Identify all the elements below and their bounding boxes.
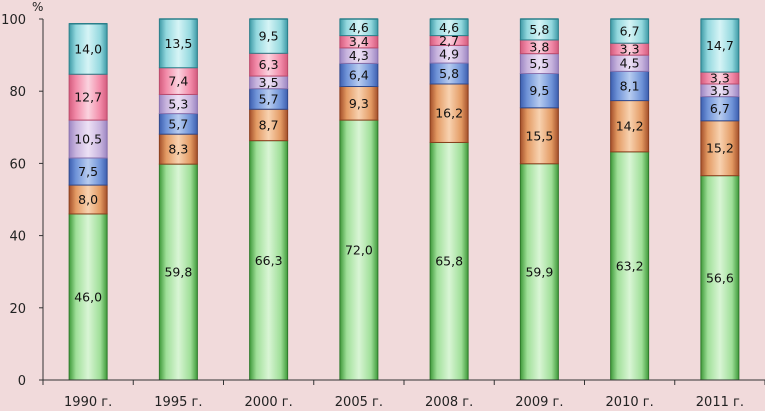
value-label: 4,5 (620, 56, 640, 71)
bar-segment (68, 119, 108, 159)
bar-segment (519, 163, 559, 381)
value-label: 5,3 (168, 97, 188, 112)
value-label: 12,7 (74, 90, 102, 105)
value-label: 46,0 (74, 289, 102, 304)
value-label: 16,2 (435, 106, 463, 121)
bar-segment (249, 18, 289, 54)
value-label: 9,5 (529, 83, 549, 98)
x-tick-label: 2008 г. (425, 395, 473, 410)
bar-segment (68, 213, 108, 381)
bar-segment (429, 141, 469, 381)
value-label: 15,5 (525, 128, 553, 143)
value-label: 8,3 (168, 142, 188, 157)
x-tick-label: 2011 г. (696, 395, 744, 410)
value-label: 5,7 (259, 91, 279, 106)
value-label: 72,0 (345, 243, 373, 258)
value-label: 7,5 (78, 164, 98, 179)
value-label: 4,9 (439, 47, 459, 62)
bar-segment (700, 175, 740, 381)
x-tick-label: 2010 г. (606, 395, 654, 410)
y-tick-label: 20 (9, 302, 26, 317)
value-label: 59,9 (525, 264, 553, 279)
value-label: 8,0 (78, 192, 98, 207)
bar-segment (68, 73, 108, 121)
value-labels-group: 46,0 8,0 7,5 10,5 12,7 14,0 59,8 8,3 5,7 5,3 7,4 13… (74, 20, 734, 305)
y-tick-label: 0 (18, 374, 26, 389)
bar-segment (158, 133, 198, 165)
axes-group: 1990 г. 1995 г. 2000 г. 2005 г. 2008 г. 2009 … (1, 13, 765, 410)
value-label: 6,7 (710, 101, 730, 116)
value-label: 8,7 (259, 117, 279, 132)
y-axis-unit-label: % (32, 0, 43, 14)
x-tick-label: 1995 г. (154, 395, 202, 410)
value-label: 15,2 (706, 141, 734, 156)
x-tick-label: 2005 г. (335, 395, 383, 410)
bar-segment (158, 67, 198, 95)
value-label: 14,2 (616, 119, 644, 134)
value-label: 8,1 (620, 78, 640, 93)
x-tick-label: 2009 г. (515, 395, 563, 410)
value-label: 10,5 (74, 132, 102, 147)
bar-segment (610, 70, 650, 102)
value-label: 7,4 (168, 74, 188, 89)
value-label: 5,7 (168, 116, 188, 131)
value-label: 13,5 (164, 36, 192, 51)
value-label: 59,8 (164, 265, 192, 280)
bar-segment (429, 83, 469, 143)
value-label: 9,3 (349, 96, 369, 111)
bar-segment (68, 184, 108, 215)
value-label: 6,4 (349, 67, 369, 82)
value-label: 3,5 (710, 83, 730, 98)
value-label: 4,3 (349, 48, 369, 63)
bar-segment (339, 86, 379, 121)
value-label: 66,3 (255, 253, 283, 268)
bar-segment (519, 107, 559, 165)
y-tick-label: 60 (9, 157, 26, 172)
value-label: 4,6 (439, 20, 459, 35)
bar-segment (339, 119, 379, 381)
value-label: 3,3 (620, 42, 640, 57)
bar-segment (610, 100, 650, 153)
value-label: 5,5 (529, 56, 549, 71)
value-label: 3,8 (529, 39, 549, 54)
y-tick-label: 100 (1, 13, 26, 28)
bar-segment (249, 108, 289, 142)
value-label: 3,3 (710, 71, 730, 86)
value-label: 56,6 (706, 270, 734, 285)
bar-segment (700, 120, 740, 177)
value-label: 5,8 (439, 66, 459, 81)
value-label: 14,7 (706, 38, 734, 53)
x-tick-label: 2000 г. (245, 395, 293, 410)
bar-segment (158, 18, 198, 69)
value-label: 6,3 (259, 57, 279, 72)
bar-segment (158, 163, 198, 381)
value-label: 3,4 (349, 34, 369, 49)
value-label: 9,5 (259, 29, 279, 44)
bar-segment (249, 140, 289, 381)
bar-segment (68, 23, 108, 75)
y-tick-label: 80 (9, 85, 26, 100)
bar-segment (700, 18, 740, 73)
bars-group (68, 18, 740, 381)
value-label: 65,8 (435, 254, 463, 269)
bar-segment (519, 73, 559, 109)
value-label: 4,6 (349, 20, 369, 35)
value-label: 3,5 (259, 75, 279, 90)
value-label: 6,7 (620, 24, 640, 39)
x-tick-label: 1990 г. (64, 395, 112, 410)
value-label: 5,8 (529, 22, 549, 37)
bar-segment (700, 96, 740, 122)
value-label: 63,2 (616, 258, 644, 273)
y-tick-label: 40 (9, 230, 26, 245)
value-label: 2,7 (439, 33, 459, 48)
value-label: 14,0 (74, 41, 102, 56)
